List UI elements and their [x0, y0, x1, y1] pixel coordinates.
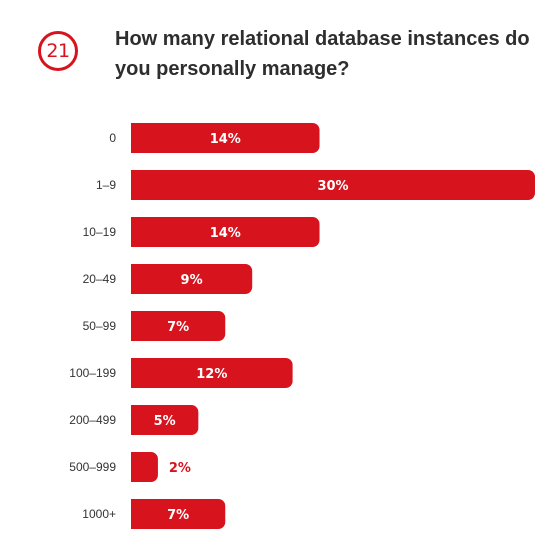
- category-label: 1000+: [82, 507, 116, 521]
- data-label: 7%: [167, 320, 189, 335]
- data-label: 30%: [317, 179, 348, 194]
- question-number-badge: 21: [38, 31, 78, 71]
- category-label: 0: [109, 131, 116, 145]
- category-label: 100–199: [69, 366, 116, 380]
- bar: [131, 358, 293, 388]
- chart-title: How many relational database instances d…: [115, 28, 530, 80]
- data-label: 14%: [210, 226, 241, 241]
- bar: [131, 123, 320, 153]
- data-label: 14%: [210, 132, 241, 147]
- data-label: 9%: [181, 273, 203, 288]
- question-number: 21: [46, 40, 70, 62]
- category-label: 1–9: [96, 178, 116, 192]
- category-label: 10–19: [83, 225, 117, 239]
- category-label: 20–49: [83, 272, 117, 286]
- data-label: 12%: [196, 367, 227, 382]
- bar: [131, 452, 158, 482]
- bar: [131, 217, 320, 247]
- bar: [131, 405, 199, 435]
- category-label: 200–499: [69, 413, 116, 427]
- bar: [131, 499, 226, 529]
- bar: [131, 170, 535, 200]
- category-label: 50–99: [83, 319, 117, 333]
- bar: [131, 311, 226, 341]
- data-label: 7%: [167, 508, 189, 523]
- data-label: 5%: [154, 414, 176, 429]
- data-label: 2%: [169, 461, 191, 476]
- category-label: 500–999: [69, 460, 116, 474]
- bar: [131, 264, 253, 294]
